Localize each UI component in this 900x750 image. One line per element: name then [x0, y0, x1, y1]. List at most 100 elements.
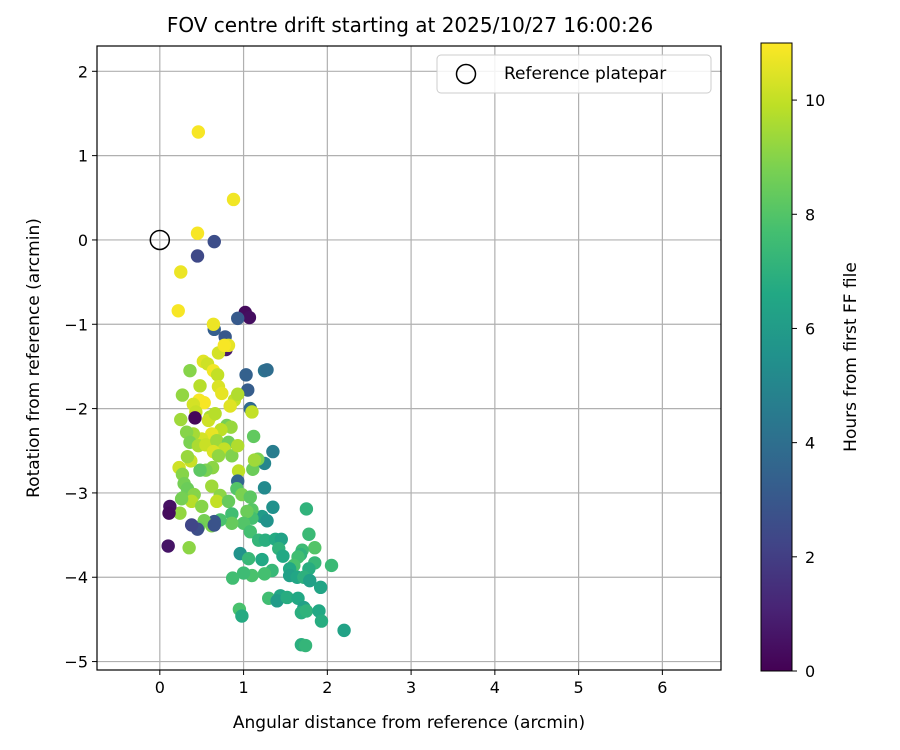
data-point — [190, 249, 205, 263]
x-tick-label: 1 — [238, 678, 248, 697]
plot-frame — [96, 45, 722, 671]
data-point — [242, 310, 257, 325]
data-point — [243, 525, 257, 539]
data-point — [193, 379, 207, 393]
data-point — [226, 192, 241, 207]
colorbar-tick-label: 8 — [805, 205, 815, 224]
y-axis-label: Rotation from reference (arcmin) — [24, 218, 44, 498]
y-tick-label: 2 — [78, 62, 88, 81]
data-point — [175, 388, 190, 402]
data-point — [246, 429, 261, 444]
colorbar-tick-label: 0 — [805, 662, 815, 681]
x-tick-label: 2 — [322, 678, 332, 697]
data-point — [257, 481, 272, 495]
y-tick-label: −3 — [64, 484, 88, 503]
colorbar-ticks: 0 2 4 6 8 10 — [792, 91, 825, 681]
data-point — [236, 566, 251, 580]
data-point — [180, 449, 195, 464]
x-axis-label: Angular distance from reference (arcmin) — [233, 713, 585, 733]
grid — [97, 46, 721, 670]
data-point — [314, 614, 329, 628]
data-point — [191, 125, 206, 139]
data-point — [217, 338, 232, 353]
data-point — [231, 464, 246, 478]
x-tick-label: 3 — [406, 678, 416, 697]
data-point — [205, 479, 219, 493]
data-point — [184, 494, 199, 509]
data-point — [266, 500, 280, 514]
colorbar-tick-label: 4 — [805, 434, 815, 453]
data-point — [197, 395, 211, 410]
data-point — [210, 494, 224, 509]
data-point — [260, 363, 274, 377]
colorbar-label: Hours from first FF file — [841, 262, 861, 452]
data-point — [231, 311, 245, 326]
data-point — [258, 533, 273, 547]
colorbar: 0 2 4 6 8 10 Hours from first FF file — [760, 42, 861, 681]
colorbar-tick-label: 2 — [805, 548, 815, 567]
data-points — [161, 125, 351, 653]
data-point — [239, 368, 253, 382]
data-point — [184, 518, 199, 532]
legend-box — [436, 54, 712, 94]
data-point — [190, 226, 205, 240]
data-point — [207, 518, 221, 532]
axis-ticks: 0 1 2 3 4 5 6 −5 −4 −3 −2 −1 0 1 2 — [64, 62, 667, 697]
data-point — [182, 541, 196, 555]
data-point — [221, 494, 236, 509]
data-point — [243, 490, 257, 504]
x-tick-label: 6 — [657, 678, 667, 697]
data-point — [308, 541, 322, 555]
data-point — [173, 506, 187, 520]
y-tick-label: 0 — [78, 231, 88, 250]
y-tick-label: −1 — [64, 315, 88, 334]
data-point — [193, 463, 207, 477]
data-point — [312, 604, 326, 618]
data-point — [174, 265, 188, 279]
data-point — [299, 604, 314, 618]
data-point — [231, 387, 245, 401]
data-point — [225, 571, 240, 585]
data-point — [324, 558, 339, 573]
data-point — [247, 453, 262, 467]
data-point — [207, 234, 221, 249]
data-point — [337, 623, 351, 638]
y-tick-label: −5 — [64, 653, 88, 672]
data-point — [225, 449, 239, 463]
data-point — [241, 383, 255, 397]
data-point — [211, 449, 226, 463]
data-point — [225, 507, 239, 521]
data-point — [303, 573, 317, 588]
data-point — [231, 438, 245, 453]
colorbar-tick-label: 10 — [805, 91, 825, 110]
data-point — [270, 594, 284, 608]
data-point — [188, 411, 202, 425]
x-tick-label: 4 — [490, 678, 500, 697]
data-point — [255, 552, 269, 567]
legend: Reference platepar — [436, 54, 712, 94]
data-point — [161, 539, 175, 553]
data-point — [208, 406, 222, 421]
data-point — [302, 527, 316, 541]
data-point — [280, 590, 294, 605]
y-tick-label: −2 — [64, 400, 88, 419]
data-point — [223, 399, 237, 413]
data-point — [174, 412, 188, 427]
colorbar-tick-label: 6 — [805, 319, 815, 338]
data-point — [183, 363, 197, 378]
data-point — [224, 420, 238, 434]
y-tick-label: 1 — [78, 147, 88, 166]
data-point — [241, 551, 256, 566]
data-point — [206, 317, 221, 331]
data-point — [225, 516, 239, 530]
data-point — [313, 580, 328, 595]
data-point — [235, 609, 249, 623]
x-tick-label: 0 — [155, 678, 165, 697]
data-point — [298, 638, 313, 653]
x-tick-label: 5 — [574, 678, 584, 697]
chart-title: FOV centre drift starting at 2025/10/27 … — [167, 13, 653, 37]
data-point — [266, 444, 280, 459]
data-point — [194, 499, 209, 514]
data-point — [162, 506, 176, 520]
